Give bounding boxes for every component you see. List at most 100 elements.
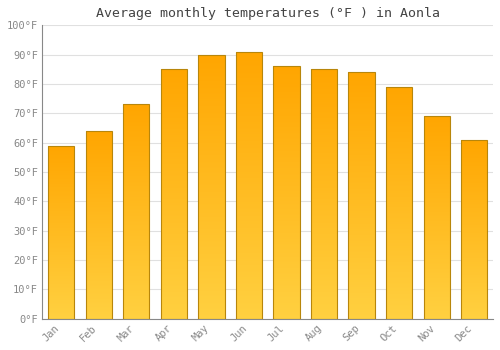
Bar: [160, 258, 187, 259]
Bar: [424, 215, 450, 216]
Bar: [311, 270, 337, 271]
Bar: [386, 141, 412, 142]
Bar: [160, 282, 187, 284]
Bar: [311, 205, 337, 206]
Bar: [311, 264, 337, 265]
Bar: [123, 107, 150, 108]
Bar: [274, 149, 299, 151]
Bar: [386, 235, 412, 236]
Bar: [386, 306, 412, 307]
Bar: [461, 188, 487, 189]
Bar: [311, 291, 337, 292]
Bar: [386, 291, 412, 292]
Bar: [198, 278, 224, 279]
Bar: [236, 88, 262, 89]
Bar: [160, 206, 187, 208]
Bar: [424, 124, 450, 125]
Bar: [348, 189, 374, 190]
Bar: [424, 273, 450, 274]
Bar: [348, 293, 374, 294]
Bar: [236, 131, 262, 132]
Bar: [424, 298, 450, 299]
Bar: [160, 178, 187, 179]
Bar: [160, 296, 187, 297]
Bar: [236, 124, 262, 125]
Bar: [48, 159, 74, 160]
Bar: [386, 242, 412, 243]
Bar: [348, 141, 374, 142]
Bar: [348, 128, 374, 129]
Bar: [274, 310, 299, 311]
Bar: [160, 245, 187, 246]
Bar: [198, 226, 224, 228]
Bar: [274, 299, 299, 300]
Bar: [424, 201, 450, 202]
Bar: [348, 173, 374, 174]
Bar: [198, 251, 224, 253]
Bar: [461, 252, 487, 253]
Bar: [160, 287, 187, 289]
Bar: [348, 267, 374, 268]
Bar: [348, 129, 374, 130]
Bar: [48, 288, 74, 289]
Bar: [48, 174, 74, 175]
Bar: [86, 301, 112, 302]
Bar: [86, 154, 112, 155]
Bar: [198, 317, 224, 318]
Bar: [160, 144, 187, 145]
Bar: [386, 312, 412, 313]
Bar: [348, 254, 374, 256]
Bar: [424, 158, 450, 159]
Bar: [48, 200, 74, 201]
Bar: [236, 159, 262, 160]
Bar: [160, 127, 187, 128]
Bar: [236, 53, 262, 54]
Bar: [274, 95, 299, 97]
Bar: [461, 274, 487, 275]
Bar: [274, 102, 299, 103]
Bar: [48, 270, 74, 271]
Bar: [160, 224, 187, 225]
Bar: [236, 152, 262, 153]
Bar: [274, 78, 299, 79]
Bar: [386, 225, 412, 226]
Bar: [123, 187, 150, 188]
Bar: [386, 137, 412, 138]
Bar: [386, 222, 412, 224]
Bar: [274, 138, 299, 140]
Bar: [274, 282, 299, 283]
Bar: [348, 236, 374, 237]
Bar: [198, 109, 224, 110]
Bar: [424, 307, 450, 308]
Bar: [48, 207, 74, 208]
Bar: [274, 263, 299, 264]
Bar: [86, 234, 112, 235]
Bar: [236, 105, 262, 106]
Bar: [311, 70, 337, 72]
Bar: [274, 251, 299, 252]
Bar: [274, 90, 299, 92]
Bar: [48, 208, 74, 209]
Bar: [236, 162, 262, 164]
Bar: [274, 240, 299, 241]
Bar: [386, 194, 412, 195]
Bar: [348, 253, 374, 254]
Bar: [48, 284, 74, 285]
Bar: [86, 246, 112, 247]
Bar: [86, 196, 112, 197]
Bar: [160, 140, 187, 141]
Bar: [86, 175, 112, 176]
Bar: [48, 268, 74, 269]
Bar: [123, 266, 150, 267]
Bar: [123, 199, 150, 200]
Bar: [386, 293, 412, 294]
Bar: [424, 258, 450, 259]
Bar: [198, 131, 224, 132]
Bar: [86, 140, 112, 141]
Bar: [311, 254, 337, 255]
Bar: [160, 209, 187, 210]
Bar: [160, 158, 187, 159]
Bar: [386, 302, 412, 303]
Bar: [236, 190, 262, 192]
Bar: [198, 136, 224, 138]
